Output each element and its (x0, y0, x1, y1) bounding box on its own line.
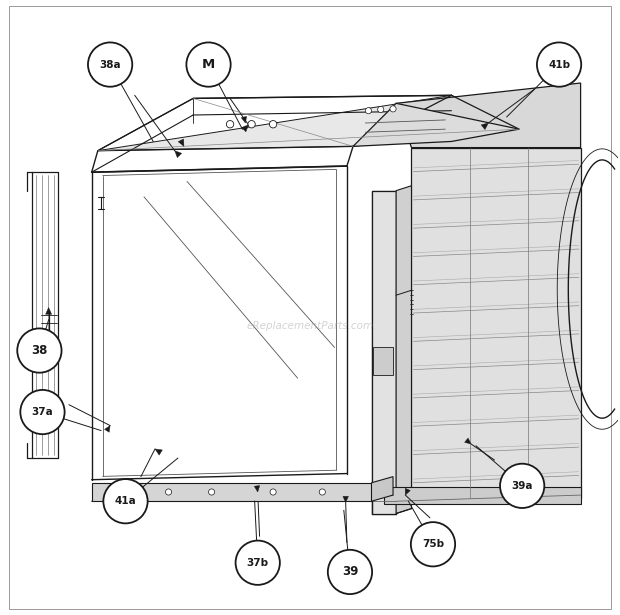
Bar (373, 347, 393, 375)
Text: 41a: 41a (115, 496, 136, 506)
Text: 37a: 37a (32, 407, 53, 417)
Circle shape (208, 489, 215, 495)
Text: M: M (202, 58, 215, 71)
Polygon shape (343, 496, 348, 502)
Circle shape (88, 42, 132, 87)
Polygon shape (464, 438, 471, 444)
Polygon shape (396, 83, 580, 148)
Circle shape (411, 522, 455, 566)
Polygon shape (412, 148, 580, 498)
Text: 75b: 75b (422, 539, 444, 549)
Text: 38: 38 (31, 344, 48, 357)
Text: 39a: 39a (512, 481, 533, 491)
Text: 37b: 37b (247, 558, 269, 568)
Polygon shape (178, 139, 184, 146)
Circle shape (378, 106, 384, 113)
Polygon shape (371, 191, 396, 514)
Circle shape (226, 121, 234, 128)
Polygon shape (254, 486, 260, 492)
Polygon shape (242, 125, 249, 132)
Polygon shape (92, 483, 371, 501)
Circle shape (104, 479, 148, 523)
Text: 39: 39 (342, 565, 358, 579)
Text: eReplacementParts.com: eReplacementParts.com (246, 321, 374, 331)
Circle shape (270, 121, 277, 128)
Polygon shape (241, 116, 247, 123)
Circle shape (122, 489, 128, 495)
Circle shape (328, 550, 372, 594)
Circle shape (537, 42, 581, 87)
Circle shape (365, 108, 371, 114)
Polygon shape (384, 487, 580, 504)
Polygon shape (175, 151, 182, 157)
Circle shape (248, 121, 255, 128)
Circle shape (270, 489, 276, 495)
Polygon shape (46, 308, 51, 314)
Circle shape (500, 464, 544, 508)
Polygon shape (105, 426, 110, 432)
Circle shape (236, 541, 280, 585)
Circle shape (319, 489, 326, 495)
Circle shape (17, 328, 61, 373)
Circle shape (187, 42, 231, 87)
Polygon shape (405, 488, 410, 495)
Circle shape (390, 106, 396, 112)
Polygon shape (371, 477, 393, 501)
Polygon shape (155, 449, 162, 455)
Polygon shape (396, 186, 412, 514)
Text: 41b: 41b (548, 60, 570, 69)
Text: 38a: 38a (99, 60, 121, 69)
Polygon shape (98, 95, 519, 151)
Polygon shape (353, 103, 519, 146)
Polygon shape (481, 123, 489, 130)
Circle shape (166, 489, 172, 495)
Circle shape (20, 390, 64, 434)
